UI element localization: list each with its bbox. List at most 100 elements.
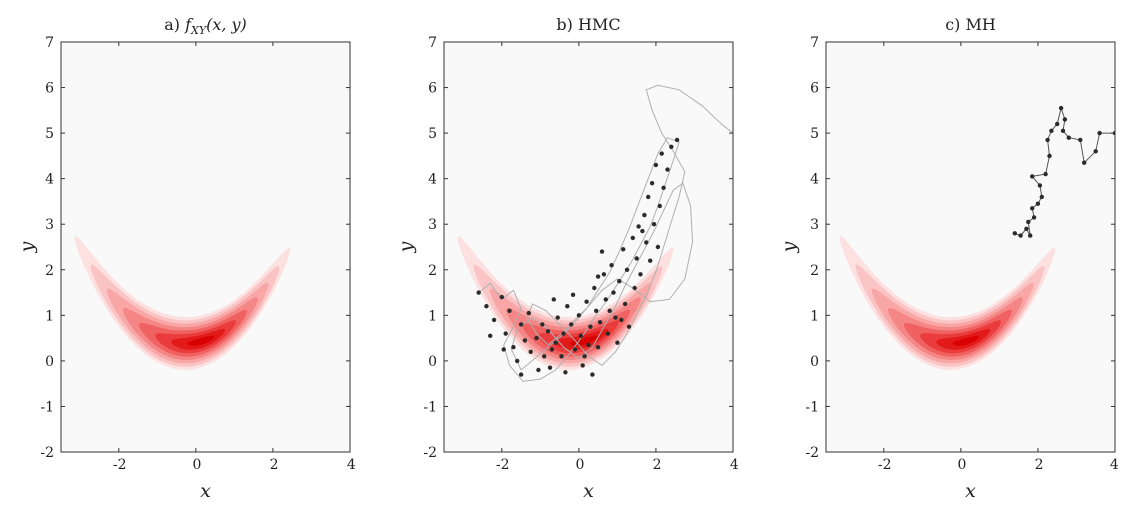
sample-point	[563, 370, 568, 375]
y-axis-label: y	[778, 241, 800, 253]
sample-point	[638, 272, 643, 277]
sample-point	[534, 335, 539, 341]
y-tick-label: 7	[428, 35, 437, 51]
x-tick-label: 4	[347, 457, 356, 473]
sample-point	[507, 308, 512, 313]
sample-point	[624, 267, 630, 272]
sample-point	[642, 212, 647, 218]
panel-c: -2 0 2 4 -2 -1 0 1 2 3 4 5 6 7 x y c) MH	[778, 15, 1119, 502]
hmc-samples	[476, 137, 680, 377]
sample-point	[526, 310, 531, 316]
sample-point	[1078, 137, 1083, 143]
sample-point	[1030, 174, 1035, 179]
x-tick-labels: -2 0 2 4	[496, 457, 739, 473]
sample-point	[657, 203, 662, 209]
sample-point	[590, 372, 595, 377]
sample-point	[595, 345, 601, 350]
y-tick-label: 0	[45, 354, 54, 370]
sample-point	[646, 194, 651, 200]
sample-point	[599, 249, 605, 254]
y-tick-label: -2	[40, 445, 54, 461]
sample-point	[1018, 233, 1023, 238]
plot-area	[61, 42, 350, 452]
x-tick-labels: -2 0 2 4	[113, 457, 356, 473]
sample-point	[499, 294, 504, 300]
y-tick-label: 1	[428, 308, 437, 324]
y-tick-label: 3	[45, 217, 54, 233]
density-contours	[74, 236, 291, 370]
y-tick-labels: -2 -1 0 1 2 3 4 5 6 7	[423, 35, 437, 461]
panel-b: -2 0 2 4 -2 -1 0 1 2 3 4 5 6 7 x y b) HM…	[395, 15, 739, 502]
x-tick-label: 2	[270, 457, 279, 473]
sample-point	[582, 354, 587, 359]
y-tick-label: 6	[810, 81, 819, 97]
sample-point	[648, 258, 653, 263]
x-tick-label: -2	[113, 457, 127, 473]
x-axis-label: x	[200, 480, 211, 502]
y-tick-label: 0	[810, 354, 819, 370]
x-tick-label: 0	[192, 457, 201, 473]
sample-point	[572, 347, 578, 352]
sample-point	[584, 299, 589, 304]
y-tick-label: -2	[805, 445, 819, 461]
y-tick-label: 2	[428, 263, 437, 279]
sample-point	[518, 372, 524, 377]
sample-point	[565, 304, 570, 309]
sample-point	[1026, 219, 1031, 225]
sample-point	[528, 349, 533, 354]
sample-point	[491, 317, 497, 323]
y-tick-label: 4	[428, 172, 437, 188]
sample-point	[576, 313, 582, 318]
sample-point	[605, 331, 610, 336]
sample-point	[1037, 183, 1043, 188]
sample-point	[649, 181, 655, 186]
sample-point	[570, 292, 576, 297]
sample-point	[659, 151, 664, 156]
y-tick-label: 0	[428, 354, 437, 370]
sample-point	[609, 263, 614, 268]
sample-point	[661, 185, 666, 190]
panel-title: c) MH	[945, 15, 996, 34]
y-tick-label: 5	[45, 126, 54, 142]
x-axis-label: x	[965, 480, 976, 502]
y-tick-label: -1	[40, 399, 54, 415]
sample-point	[603, 297, 608, 302]
sample-point	[1097, 130, 1102, 136]
sample-point	[551, 297, 556, 302]
y-tick-labels: -2 -1 0 1 2 3 4 5 6 7	[40, 35, 54, 461]
sample-point	[1012, 231, 1017, 236]
axes-frame	[60, 41, 351, 453]
x-tick-label: 2	[1035, 457, 1044, 473]
sample-point	[511, 345, 516, 350]
sample-point	[632, 285, 637, 291]
tick-marks	[826, 41, 1116, 453]
y-tick-label: 1	[45, 308, 54, 324]
y-tick-label: -1	[423, 399, 437, 415]
sample-point	[561, 331, 566, 336]
sample-point	[1055, 121, 1060, 127]
sample-point	[655, 244, 661, 250]
sample-point	[1045, 137, 1050, 143]
sample-point	[1062, 117, 1068, 122]
y-tick-label: 2	[45, 263, 54, 279]
y-tick-label: 4	[45, 172, 54, 188]
sample-point	[597, 320, 603, 325]
y-tick-label: 6	[45, 81, 54, 97]
sample-point	[613, 315, 618, 320]
sample-point	[515, 358, 520, 364]
sample-point	[595, 274, 601, 279]
sample-point	[476, 290, 481, 295]
axes-frame	[443, 41, 734, 453]
plot-area	[826, 42, 1115, 452]
y-tick-label: 3	[810, 217, 819, 233]
plot-area	[444, 42, 733, 452]
sample-point	[503, 331, 508, 336]
sample-point	[1024, 226, 1029, 231]
sample-point	[588, 324, 593, 329]
sample-point	[580, 363, 585, 368]
sample-point	[1049, 128, 1054, 133]
panel-a: -2 0 2 4 -2 -1 0 1 2 3 4 5 6 7 x y a) fX…	[16, 15, 356, 502]
axes-frame	[825, 41, 1116, 453]
sample-point	[542, 354, 547, 359]
y-tick-label: 4	[810, 172, 819, 188]
